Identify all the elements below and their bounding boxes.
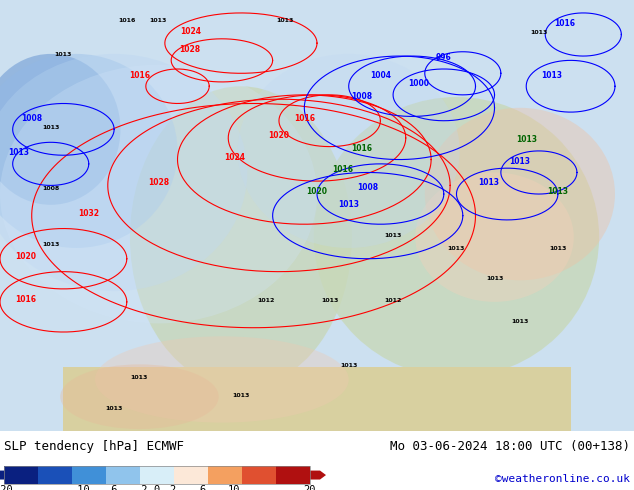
Text: 1013: 1013 bbox=[509, 157, 531, 166]
Text: 1013: 1013 bbox=[276, 18, 294, 23]
Text: 2: 2 bbox=[169, 485, 176, 490]
Bar bbox=[208, 466, 242, 484]
Text: 1008: 1008 bbox=[42, 186, 60, 191]
Text: 1013: 1013 bbox=[477, 178, 499, 187]
Text: 1004: 1004 bbox=[370, 71, 391, 79]
Text: 1012: 1012 bbox=[257, 298, 275, 303]
Bar bbox=[4, 466, 310, 484]
Ellipse shape bbox=[415, 172, 574, 302]
Bar bbox=[4, 466, 38, 484]
Text: 1013: 1013 bbox=[511, 319, 529, 324]
Text: 10: 10 bbox=[227, 485, 240, 490]
Ellipse shape bbox=[0, 54, 247, 291]
Text: 1008: 1008 bbox=[351, 92, 372, 101]
Text: 6: 6 bbox=[200, 485, 206, 490]
Text: 1013: 1013 bbox=[340, 363, 358, 368]
Text: -20: -20 bbox=[0, 485, 13, 490]
Bar bbox=[242, 466, 276, 484]
Ellipse shape bbox=[314, 97, 599, 377]
Text: 1016: 1016 bbox=[15, 295, 36, 304]
Bar bbox=[63, 367, 571, 453]
Ellipse shape bbox=[95, 336, 349, 422]
Ellipse shape bbox=[0, 65, 317, 323]
Text: 1013: 1013 bbox=[547, 187, 569, 196]
Text: 996: 996 bbox=[436, 53, 451, 62]
Ellipse shape bbox=[0, 54, 120, 205]
Ellipse shape bbox=[238, 54, 460, 248]
Ellipse shape bbox=[60, 365, 219, 429]
Text: 1013: 1013 bbox=[549, 246, 567, 251]
Ellipse shape bbox=[0, 54, 178, 248]
Text: 1028: 1028 bbox=[148, 178, 169, 187]
Text: 1013: 1013 bbox=[486, 276, 503, 281]
Bar bbox=[140, 466, 174, 484]
Text: 1013: 1013 bbox=[232, 392, 250, 398]
Text: 1013: 1013 bbox=[42, 125, 60, 130]
Text: 1008: 1008 bbox=[357, 183, 378, 192]
Text: 1032: 1032 bbox=[78, 209, 100, 218]
Text: 1013: 1013 bbox=[448, 246, 465, 251]
Bar bbox=[106, 466, 140, 484]
Text: 1020: 1020 bbox=[15, 252, 36, 261]
Text: 1013: 1013 bbox=[8, 148, 30, 157]
Ellipse shape bbox=[130, 86, 352, 388]
Text: 1013: 1013 bbox=[150, 18, 167, 23]
Text: 1013: 1013 bbox=[321, 298, 339, 303]
Text: 1013: 1013 bbox=[131, 375, 148, 380]
Text: 1016: 1016 bbox=[294, 114, 315, 122]
Text: 1020: 1020 bbox=[306, 187, 328, 196]
Text: 1013: 1013 bbox=[384, 233, 402, 238]
Text: 1024: 1024 bbox=[224, 152, 245, 162]
Text: Mo 03-06-2024 18:00 UTC (00+138): Mo 03-06-2024 18:00 UTC (00+138) bbox=[390, 440, 630, 453]
Text: 1013: 1013 bbox=[338, 200, 359, 209]
Text: 1016: 1016 bbox=[553, 19, 575, 28]
Text: 0: 0 bbox=[154, 485, 160, 490]
Text: 1024: 1024 bbox=[179, 27, 201, 36]
Text: 1013: 1013 bbox=[530, 30, 548, 35]
Text: 1013: 1013 bbox=[541, 71, 562, 79]
Text: 1000: 1000 bbox=[408, 79, 429, 88]
Bar bbox=[276, 466, 310, 484]
Bar bbox=[72, 466, 106, 484]
Text: SLP tendency [hPa] ECMWF: SLP tendency [hPa] ECMWF bbox=[4, 440, 184, 453]
Bar bbox=[38, 466, 72, 484]
Text: -10: -10 bbox=[71, 485, 90, 490]
Ellipse shape bbox=[425, 108, 615, 280]
Text: 1028: 1028 bbox=[179, 45, 201, 54]
Text: 1013: 1013 bbox=[42, 242, 60, 247]
Text: 1020: 1020 bbox=[268, 131, 290, 140]
Text: -2: -2 bbox=[136, 485, 148, 490]
Text: 1012: 1012 bbox=[384, 298, 402, 303]
Text: 1016: 1016 bbox=[118, 18, 136, 23]
Text: 1016: 1016 bbox=[351, 144, 372, 153]
Bar bbox=[174, 466, 208, 484]
Text: 1013: 1013 bbox=[105, 406, 123, 411]
Text: ©weatheronline.co.uk: ©weatheronline.co.uk bbox=[495, 474, 630, 484]
Text: -6: -6 bbox=[105, 485, 117, 490]
Text: 1016: 1016 bbox=[129, 71, 150, 79]
FancyArrow shape bbox=[310, 470, 326, 480]
Text: 20: 20 bbox=[304, 485, 316, 490]
Text: 1016: 1016 bbox=[332, 166, 353, 174]
FancyArrow shape bbox=[0, 470, 4, 480]
Text: 1013: 1013 bbox=[515, 135, 537, 144]
Text: 1008: 1008 bbox=[21, 114, 42, 122]
Text: 1013: 1013 bbox=[55, 52, 72, 57]
